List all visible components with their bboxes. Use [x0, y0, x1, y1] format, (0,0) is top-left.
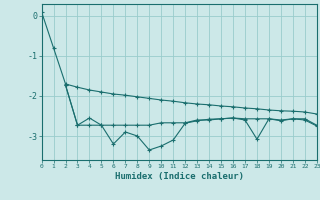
- X-axis label: Humidex (Indice chaleur): Humidex (Indice chaleur): [115, 172, 244, 181]
